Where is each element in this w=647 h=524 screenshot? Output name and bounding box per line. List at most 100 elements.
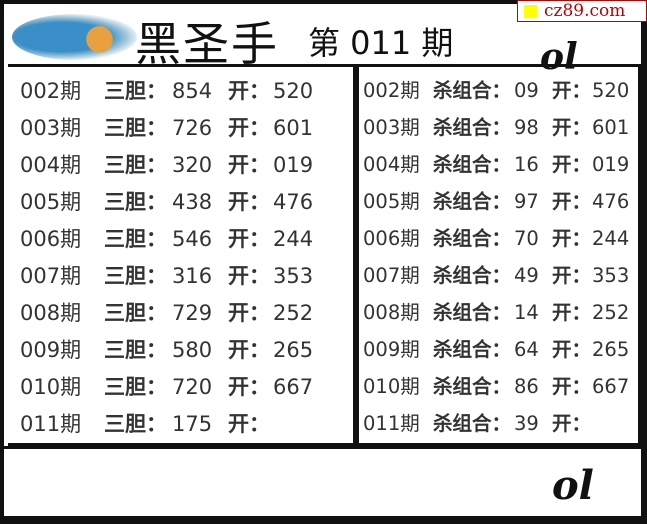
field-label: 杀组合： <box>433 301 512 324</box>
value: 97 <box>514 190 539 213</box>
value: 320 <box>172 153 213 177</box>
open-value: 520 <box>273 79 314 103</box>
period-label: 010期 <box>20 375 82 399</box>
field-label: 三胆： <box>104 116 167 140</box>
value: 98 <box>514 116 539 139</box>
open-value: 244 <box>273 227 314 251</box>
kill-combo-panel: 002期 杀组合： 09 开： 520 003期 杀组合： 98 开： 601 004期 杀组合： 16… <box>356 64 641 446</box>
period-label: 004期 <box>363 153 420 176</box>
field-label: 杀组合： <box>433 375 512 398</box>
field-label: 杀组合： <box>433 227 512 250</box>
value: 720 <box>172 375 213 399</box>
period-label: 007期 <box>363 264 420 287</box>
open-value: 019 <box>273 153 314 177</box>
open-value: 252 <box>592 301 630 324</box>
value: 86 <box>514 375 539 398</box>
open-label: 开： <box>552 264 592 287</box>
value: 14 <box>514 301 539 324</box>
field-label: 三胆： <box>104 375 167 399</box>
value: 175 <box>172 412 213 436</box>
period-label: 003期 <box>20 116 82 140</box>
footer-box <box>4 446 641 516</box>
period-label: 008期 <box>363 301 420 324</box>
period-label: 010期 <box>363 375 420 398</box>
poster-title: 黑圣手 <box>135 17 279 71</box>
open-value: 244 <box>592 227 630 250</box>
period-label: 011期 <box>20 412 82 436</box>
field-label: 杀组合： <box>433 412 512 435</box>
open-value: 019 <box>592 153 630 176</box>
period-label: 007期 <box>20 264 82 288</box>
field-label: 杀组合： <box>433 79 512 102</box>
field-label: 三胆： <box>104 227 167 251</box>
open-label: 开： <box>552 79 592 102</box>
open-label: 开： <box>552 153 592 176</box>
open-label: 开： <box>552 116 592 139</box>
open-label: 开： <box>552 375 592 398</box>
open-label: 开： <box>228 412 270 436</box>
value: 546 <box>172 227 213 251</box>
open-value: 520 <box>592 79 630 102</box>
field-label: 杀组合： <box>433 116 512 139</box>
value: 726 <box>172 116 213 140</box>
issue-number: 第 011 期 <box>308 24 454 62</box>
open-value: 265 <box>273 338 314 362</box>
value: 854 <box>172 79 213 103</box>
field-label: 三胆： <box>104 338 167 362</box>
open-label: 开： <box>228 190 270 214</box>
open-label: 开： <box>552 412 592 435</box>
open-label: 开： <box>552 301 592 324</box>
field-label: 杀组合： <box>433 264 512 287</box>
logo-image <box>12 14 137 60</box>
period-label: 011期 <box>363 412 420 435</box>
open-label: 开： <box>228 264 270 288</box>
open-value: 601 <box>592 116 630 139</box>
value: 580 <box>172 338 213 362</box>
open-value: 667 <box>592 375 630 398</box>
value: 49 <box>514 264 539 287</box>
period-label: 002期 <box>363 79 420 102</box>
open-value: 265 <box>592 338 630 361</box>
period-label: 004期 <box>20 153 82 177</box>
three-dan-panel: 002期 三胆： 854 开： 520 003期 三胆： 726 开： 601 004期 三胆： 320… <box>8 64 356 446</box>
field-label: 杀组合： <box>433 190 512 213</box>
open-value: 667 <box>273 375 314 399</box>
period-label: 005期 <box>363 190 420 213</box>
open-label: 开： <box>228 153 270 177</box>
period-label: 003期 <box>363 116 420 139</box>
watermark: cz89.com <box>517 0 647 22</box>
value: 70 <box>514 227 539 250</box>
period-label: 008期 <box>20 301 82 325</box>
open-value: 476 <box>273 190 314 214</box>
open-value: 601 <box>273 116 314 140</box>
period-label: 002期 <box>20 79 82 103</box>
open-label: 开： <box>228 116 270 140</box>
open-value: 476 <box>592 190 630 213</box>
open-label: 开： <box>552 338 592 361</box>
value: 09 <box>514 79 539 102</box>
value: 39 <box>514 412 539 435</box>
signature-logo: ol <box>540 36 578 78</box>
open-label: 开： <box>228 79 270 103</box>
value: 729 <box>172 301 213 325</box>
field-label: 三胆： <box>104 190 167 214</box>
value: 316 <box>172 264 213 288</box>
field-label: 杀组合： <box>433 338 512 361</box>
open-label: 开： <box>552 190 592 213</box>
value: 16 <box>514 153 539 176</box>
field-label: 杀组合： <box>433 153 512 176</box>
open-label: 开： <box>228 227 270 251</box>
value: 64 <box>514 338 539 361</box>
period-label: 005期 <box>20 190 82 214</box>
open-label: 开： <box>552 227 592 250</box>
field-label: 三胆： <box>104 301 167 325</box>
field-label: 三胆： <box>104 79 167 103</box>
period-label: 006期 <box>20 227 82 251</box>
open-value: 353 <box>273 264 314 288</box>
open-label: 开： <box>228 338 270 362</box>
open-value: 353 <box>592 264 630 287</box>
period-label: 009期 <box>363 338 420 361</box>
field-label: 三胆： <box>104 153 167 177</box>
period-label: 006期 <box>363 227 420 250</box>
